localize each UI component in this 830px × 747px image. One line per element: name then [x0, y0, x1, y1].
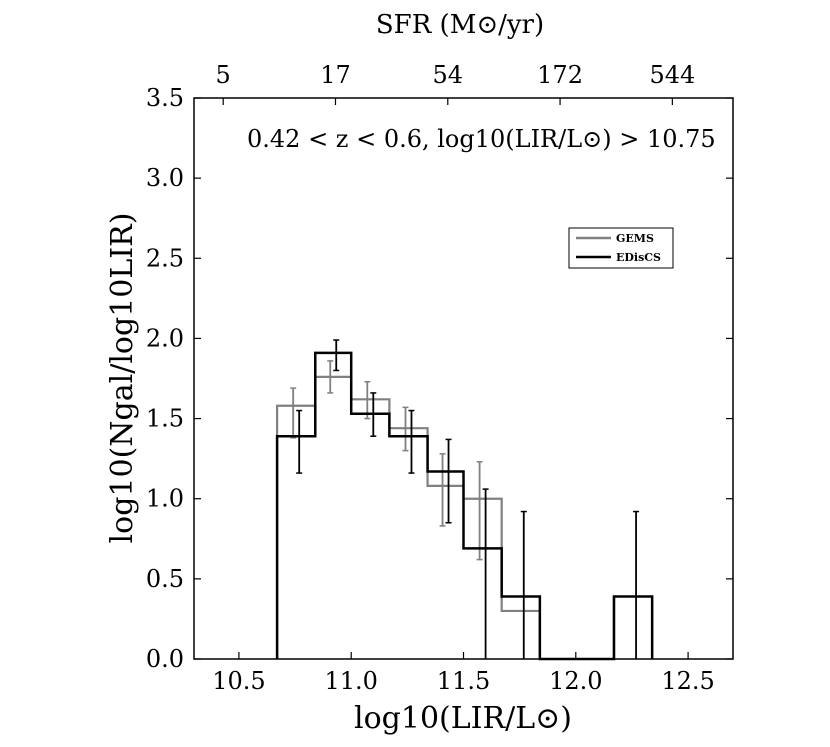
legend: GEMS EDisCS: [568, 227, 674, 269]
legend-label-gems: GEMS: [616, 232, 654, 245]
x-axis-title: log10(LIR/L⊙): [354, 701, 572, 736]
top-tick-label: 17: [320, 61, 351, 89]
y-tick-label: 3.5: [146, 84, 184, 112]
legend-box: [568, 227, 674, 269]
y-tick-label: 1.5: [146, 405, 184, 433]
y-tick-label: 3.0: [146, 164, 184, 192]
series-layer: [275, 339, 654, 661]
ticks-layer: 10.5 11.0 11.5 12.0 12.5 0.0 0.5 1.0 1.5 2.0 2.5 3.…: [146, 61, 733, 695]
x-tick-label: 12.5: [661, 667, 714, 695]
histogram-step-ediscs: [275, 351, 654, 661]
annotation-text: 0.42 < z < 0.6, log10(LIR/L⊙) > 10.75: [247, 125, 716, 153]
y-tick-label: 1.0: [146, 485, 184, 513]
top-tick-label: 54: [433, 61, 464, 89]
top-tick-label: 172: [537, 61, 583, 89]
top-tick-label: 5: [216, 61, 231, 89]
y-tick-label: 0.5: [146, 565, 184, 593]
series-ediscs: [275, 339, 654, 661]
y-axis-title: log10(Ngal/log10LIR): [105, 213, 140, 544]
x-tick-label: 11.0: [324, 667, 377, 695]
y-tick-label: 2.0: [146, 324, 184, 352]
y-tick-label: 2.5: [146, 244, 184, 272]
x-tick-label: 10.5: [212, 667, 265, 695]
legend-label-ediscs: EDisCS: [616, 251, 661, 264]
top-tick-label: 544: [649, 61, 695, 89]
x-tick-label: 11.5: [437, 667, 490, 695]
y-tick-label: 0.0: [146, 645, 184, 673]
top-axis-title: SFR (M⊙/yr): [376, 10, 544, 40]
x-tick-label: 12.0: [549, 667, 602, 695]
